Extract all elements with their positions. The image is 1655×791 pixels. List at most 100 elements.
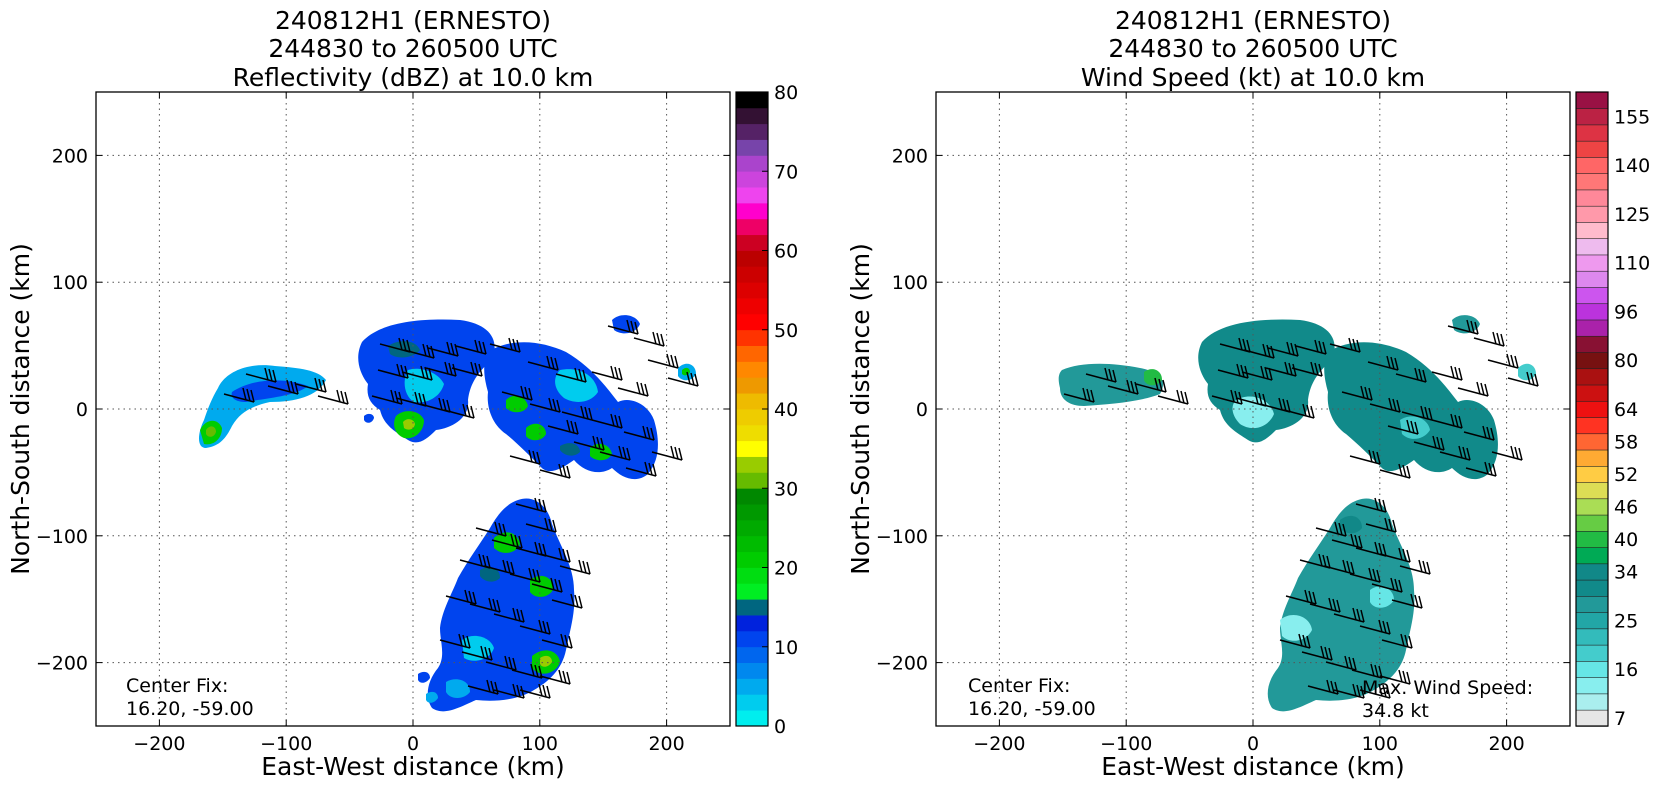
left-wind-barb-shaft <box>483 565 515 575</box>
left-colorbar-bin <box>736 567 768 584</box>
right-y-tick-label: −100 <box>876 526 928 548</box>
left-title-line-3: Reflectivity (dBZ) at 10.0 km <box>233 63 594 92</box>
left-colorbar: 0 10 20 30 40 50 60 70 80 <box>735 82 798 738</box>
right-wind-barb-feather <box>1356 339 1361 353</box>
left-wind-barb-feather <box>542 499 547 513</box>
left-wind-barb-feather <box>674 355 679 369</box>
right-x-tick-label: 200 <box>1488 733 1524 755</box>
right-wind-barb-feather <box>1484 383 1489 397</box>
left-wind-barb-feather <box>584 406 589 420</box>
right-echo-east <box>1324 342 1498 480</box>
left-wind-barb-feather <box>498 522 503 536</box>
left-wind-barb-feather <box>646 426 651 440</box>
right-colorbar-bin <box>1575 107 1609 126</box>
right-title-line-2: 244830 to 260500 UTC <box>1108 34 1397 63</box>
right-wind-barb-feather <box>1180 390 1185 404</box>
right-max-wind-line-1: Max. Wind Speed: <box>1362 677 1533 699</box>
left-wind-barb-feather <box>272 369 277 383</box>
right-wind-barb-feather <box>1356 608 1361 622</box>
left-echo-south-core1 <box>494 532 520 553</box>
left-wind-barb-feather <box>442 398 447 412</box>
right-wind-barb-feather <box>1424 406 1429 420</box>
right-wind-barb-feather <box>1454 366 1459 380</box>
left-wind-barb-feather <box>578 595 583 609</box>
right-wind-barb-feather <box>1390 577 1395 591</box>
right-wind-barb-feather <box>1308 590 1313 604</box>
left-y-tick-label: 0 <box>76 399 88 421</box>
left-wind-barb-feather <box>678 447 683 461</box>
right-colorbar-label: 34 <box>1614 562 1638 584</box>
left-y-tick-label: −200 <box>36 653 88 675</box>
left-colorbar-bin <box>736 266 768 283</box>
right-wind-barb-feather <box>1384 517 1389 531</box>
left-wind-barb-feather <box>470 405 475 419</box>
left-wind-barb-feather <box>542 620 547 634</box>
left-wind-barb-feather <box>578 559 583 573</box>
right-wind-barb-feather <box>1374 541 1379 555</box>
right-wind-barb-feather <box>1404 634 1409 648</box>
right-title-line-1: 240812H1 (ERNESTO) <box>1115 6 1391 35</box>
right-wind-barb-feather <box>1432 435 1437 449</box>
left-wind-barb-feather <box>630 320 635 334</box>
right-wind-barb-feather <box>1530 372 1535 386</box>
right-colorbar-bin <box>1575 140 1609 158</box>
right-wind-barb-feather <box>1488 462 1493 476</box>
left-wind-barb-feather <box>402 338 407 352</box>
right-wind-barb-feather <box>1414 421 1419 435</box>
right-wind-barb-feather <box>1242 338 1247 352</box>
left-wind-barb-shaft <box>555 373 587 383</box>
right-wind-barb-feather <box>1510 445 1515 459</box>
right-wind-barb-feather <box>1514 355 1519 369</box>
right-axis-ticks: −200 −100 0 100 200 −200 −100 0 100 200 <box>876 92 1570 755</box>
left-wind-barb-feather <box>474 339 479 353</box>
left-wind-barb-feather <box>648 462 653 476</box>
right-wind-barb-shaft <box>1507 377 1539 387</box>
right-wind-barb-feather <box>1352 683 1357 697</box>
right-colorbar-label: 58 <box>1614 432 1638 454</box>
right-wind-barb-feather <box>1492 463 1497 477</box>
right-wind-barb-feather <box>1258 392 1263 406</box>
left-wind-barb-feather <box>570 593 575 607</box>
left-wind-barb-feather <box>404 365 409 379</box>
left-wind-barb-feather <box>550 577 555 591</box>
right-colorbar-bin <box>1575 628 1609 646</box>
left-wind-barb-feather <box>502 523 507 537</box>
left-colorbar-bin <box>736 92 768 109</box>
left-colorbar-bin <box>736 377 768 394</box>
right-wind-barb-feather <box>1334 681 1339 695</box>
right-wind-barb-feather <box>1382 684 1387 698</box>
right-wind-barb-feather <box>1410 593 1415 607</box>
left-wind-barb-feather <box>566 671 571 685</box>
left-center-fix-line-2: 16.20, -59.00 <box>126 698 254 720</box>
right-wind-barb-shaft <box>1473 337 1505 347</box>
left-wind-barb-shaft <box>267 385 299 395</box>
right-wind-barb-feather <box>1126 379 1131 393</box>
right-wind-barb-feather <box>1262 393 1267 407</box>
right-colorbar-bin <box>1575 595 1609 613</box>
right-wind-barb-feather <box>1400 633 1405 647</box>
right-wind-barb-feather <box>1406 549 1411 563</box>
right-wind-barb-feather <box>1236 363 1241 377</box>
right-wind-barb-feather <box>1292 363 1297 377</box>
left-wind-barb-feather <box>574 594 579 608</box>
left-wind-barb-shaft <box>403 349 435 359</box>
left-wind-barb-feather <box>486 555 491 569</box>
right-wind-barb-feather <box>1518 447 1523 461</box>
left-wind-barb-shaft <box>427 347 459 357</box>
right-wind-barb-shaft <box>1291 367 1323 377</box>
right-wind-barb-shaft <box>1243 349 1275 359</box>
left-colorbar-bin <box>736 155 768 172</box>
right-x-tick-label: −200 <box>973 733 1025 755</box>
left-wind-barb-feather <box>250 389 255 403</box>
left-wind-barb-feather <box>580 405 585 419</box>
right-wind-barb-feather <box>1238 337 1243 351</box>
right-max-wind-line-2: 34.8 kt <box>1362 700 1429 722</box>
left-wind-barb-feather <box>690 372 695 386</box>
left-wind-barb-shaft <box>559 565 591 575</box>
left-wind-barb-feather <box>626 447 631 461</box>
left-wind-barb-feather <box>536 451 541 465</box>
left-echo-south-teal <box>480 567 500 582</box>
left-wind-barb-shaft <box>561 411 593 421</box>
right-wind-barb-shaft <box>1379 675 1411 685</box>
right-wind-barb-feather <box>1396 399 1401 413</box>
